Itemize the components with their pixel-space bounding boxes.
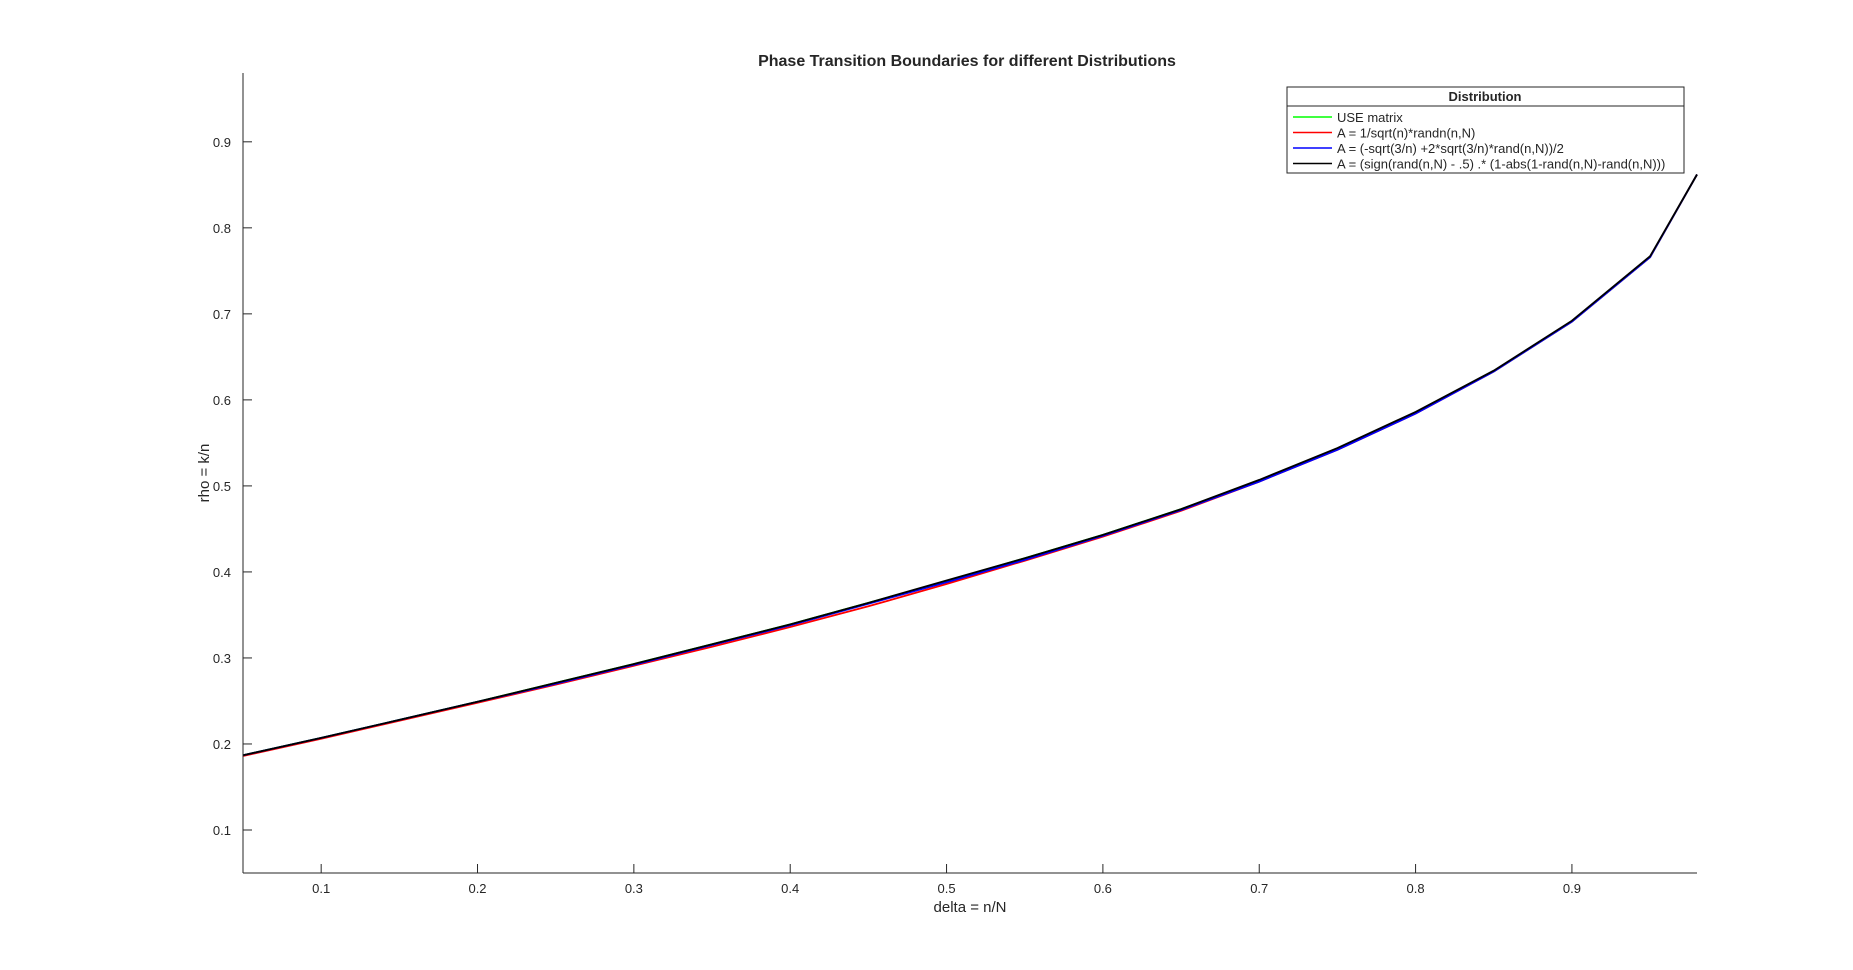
y-ticks: 0.1 0.2 0.3 0.4 0.5 0.6 0.7 0.8 0.9 <box>213 135 252 838</box>
y-tick-label: 0.9 <box>213 135 231 150</box>
x-tick-label: 0.1 <box>312 881 330 896</box>
series-line-4 <box>242 174 1698 757</box>
x-ticks: 0.1 0.2 0.3 0.4 0.5 0.6 0.7 0.8 0.9 <box>312 864 1581 896</box>
y-tick-label: 0.1 <box>213 823 231 838</box>
legend-label: A = (sign(rand(n,N) - .5) .* (1-abs(1-ra… <box>1337 157 1665 172</box>
x-tick-label: 0.9 <box>1563 881 1581 896</box>
x-tick-label: 0.6 <box>1094 881 1112 896</box>
y-tick-label: 0.6 <box>213 393 231 408</box>
x-tick-label: 0.2 <box>468 881 486 896</box>
y-tick-label: 0.7 <box>213 307 231 322</box>
chart-title: Phase Transition Boundaries for differen… <box>758 53 1176 70</box>
legend-label: A = 1/sqrt(n)*randn(n,N) <box>1337 126 1475 141</box>
x-tick-label: 0.3 <box>625 881 643 896</box>
x-tick-label: 0.8 <box>1407 881 1425 896</box>
x-tick-label: 0.4 <box>781 881 799 896</box>
y-tick-label: 0.4 <box>213 565 231 580</box>
plot-area: 0.1 0.2 0.3 0.4 0.5 0.6 0.7 0.8 0.9 0.1 0.2 0.3 0.4… <box>213 73 1698 896</box>
series-layer <box>242 174 1698 757</box>
legend-label: USE matrix <box>1337 110 1403 125</box>
legend-box <box>1286 86 1685 174</box>
y-tick-label: 0.5 <box>213 479 231 494</box>
y-tick-label: 0.8 <box>213 221 231 236</box>
y-tick-label: 0.2 <box>213 737 231 752</box>
y-tick-label: 0.3 <box>213 651 231 666</box>
x-tick-label: 0.7 <box>1250 881 1268 896</box>
x-tick-label: 0.5 <box>938 881 956 896</box>
legend-label: A = (-sqrt(3/n) +2*sqrt(3/n)*rand(n,N))/… <box>1337 141 1564 156</box>
x-axis-label: delta = n/N <box>934 899 1007 916</box>
y-axis-label: rho = k/n <box>196 444 213 503</box>
legend-title: Distribution <box>1449 89 1522 104</box>
